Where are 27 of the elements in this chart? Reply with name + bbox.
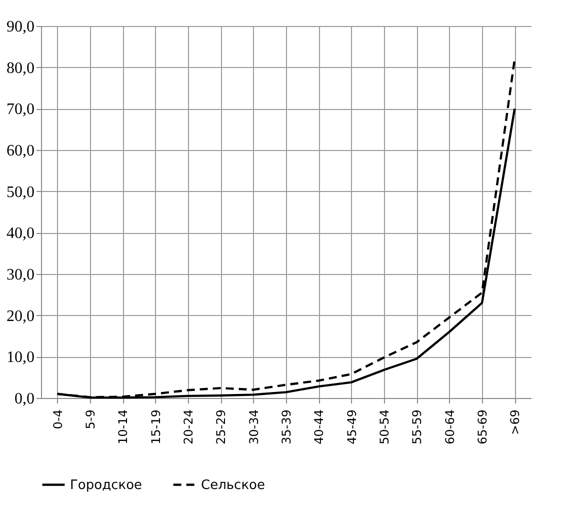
y-tick-label: 40,0	[6, 225, 34, 242]
y-tick-label: 60,0	[6, 142, 34, 160]
x-tick-label: 15-19	[148, 410, 163, 444]
x-tick-label: >69	[508, 410, 522, 435]
x-tick-label: 0-4	[50, 410, 65, 430]
x-tick-label: 5-9	[84, 410, 98, 430]
y-tick-label: 10,0	[6, 349, 34, 366]
x-tick-label: 35-39	[280, 410, 294, 444]
x-tick-label: 20-24	[182, 410, 196, 444]
y-tick-label: 30,0	[6, 266, 34, 284]
x-tick-label: 65-69	[476, 410, 490, 444]
x-tick-label: 40-44	[312, 410, 326, 444]
x-tick-label: 50-54	[378, 410, 392, 444]
y-tick-label: 20,0	[6, 308, 34, 325]
y-tick-label: 70,0	[6, 101, 34, 118]
legend-label: Сельское	[201, 478, 265, 493]
legend-label: Городское	[70, 478, 142, 493]
x-tick-label: 10-14	[116, 410, 130, 444]
y-tick-label: 80,0	[6, 60, 34, 77]
x-tick-label: 30-34	[246, 410, 261, 444]
x-tick-label: 45-49	[344, 410, 359, 444]
x-tick-label: 25-29	[214, 410, 228, 444]
y-tick-label: 0,0	[14, 390, 34, 408]
x-tick-label: 55-59	[410, 410, 424, 444]
x-tick-label: 60-64	[442, 410, 457, 444]
y-tick-label: 90,0	[6, 18, 34, 36]
y-tick-label: 50,0	[6, 184, 34, 201]
